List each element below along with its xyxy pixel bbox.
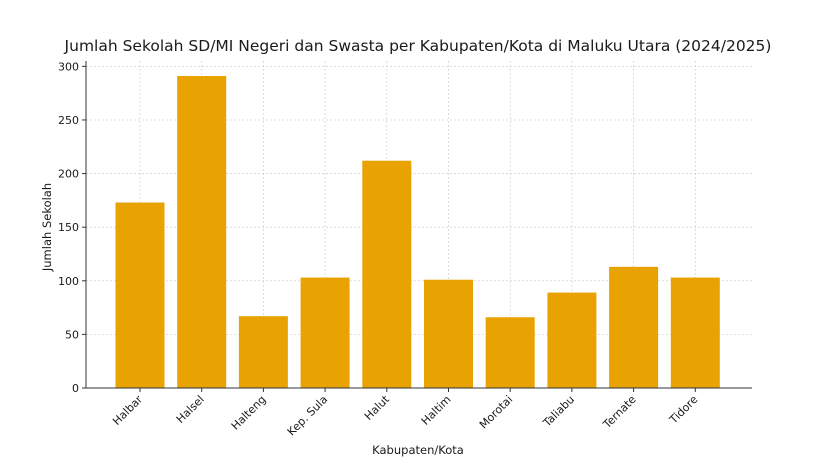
axes (85, 61, 752, 389)
x-tick-label: Taliabu (540, 393, 577, 430)
bar-tidore (670, 277, 720, 388)
x-tick-label: Halut (362, 392, 392, 422)
x-axis-label: Kabupaten/Kota (372, 443, 464, 457)
chart-title: Jumlah Sekolah SD/MI Negeri dan Swasta p… (64, 37, 772, 55)
bar-haltim (424, 279, 473, 388)
y-tick-label: 250 (58, 114, 79, 127)
bar-morotai (485, 317, 535, 388)
y-tick-label: 0 (72, 382, 79, 395)
x-tick-label: Halbar (110, 393, 145, 428)
y-tick-label: 100 (58, 275, 79, 288)
x-tick-label: Kep. Sula (285, 393, 330, 438)
y-axis-label: Jumlah Sekolah (40, 183, 54, 272)
bar-halteng (238, 316, 288, 388)
x-tick-label: Morotai (477, 393, 515, 431)
bars (115, 76, 720, 389)
bar-kep-sula (300, 277, 350, 388)
x-tick-label: Tidore (666, 393, 700, 427)
bar-halbar (115, 202, 165, 388)
bar-ternate (609, 266, 659, 388)
bar-halut (362, 160, 412, 388)
x-axis-ticks: Halbar Halsel Halteng Kep. Sula Halut Haltim M… (110, 388, 701, 438)
y-tick-label: 300 (58, 60, 79, 73)
y-axis-ticks: 0 50 100 150 200 250 300 (58, 60, 86, 395)
bar-taliabu (547, 292, 597, 388)
x-tick-label: Halsel (174, 393, 207, 426)
x-tick-label: Ternate (600, 393, 639, 432)
y-tick-label: 50 (65, 328, 79, 341)
bar-halsel (177, 76, 227, 389)
x-tick-label: Halteng (229, 393, 269, 433)
y-tick-label: 150 (58, 221, 79, 234)
y-tick-label: 200 (58, 168, 79, 181)
x-tick-label: Haltim (419, 393, 454, 428)
